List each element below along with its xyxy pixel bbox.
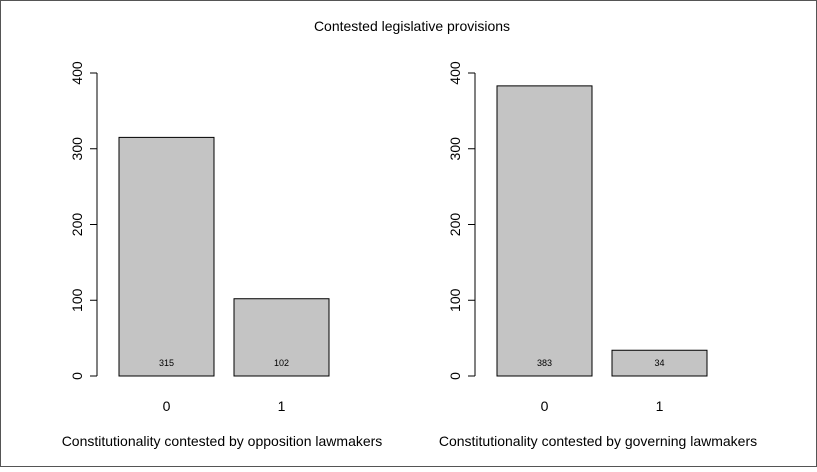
bar <box>118 136 215 377</box>
x-category-label: 1 <box>278 398 286 414</box>
bar <box>233 298 330 377</box>
y-tick-label: 200 <box>447 213 463 237</box>
y-tick-label: 400 <box>447 61 463 85</box>
y-tick-label: 0 <box>69 372 85 380</box>
x-category-label: 0 <box>163 398 171 414</box>
y-tick-label: 200 <box>69 213 85 237</box>
x-category-label: 0 <box>541 398 549 414</box>
x-axis-label: Constitutionality contested by oppositio… <box>62 433 383 449</box>
y-tick-label: 100 <box>69 288 85 312</box>
chart-panel-2: 0 100 200 300 400 383 0 34 1 Constitutionality co… <box>439 61 757 449</box>
x-axis-label: Constitutionality contested by governing… <box>439 433 757 449</box>
x-category-label: 1 <box>656 398 664 414</box>
y-tick-label: 100 <box>447 288 463 312</box>
bar-value-label: 102 <box>274 358 289 368</box>
bar-value-label: 315 <box>159 358 174 368</box>
y-tick-label: 0 <box>447 372 463 380</box>
y-tick-label: 300 <box>69 137 85 161</box>
y-tick-label: 300 <box>447 137 463 161</box>
bar-value-label: 383 <box>537 358 552 368</box>
bar <box>611 349 708 377</box>
bar-value-label: 34 <box>654 358 664 368</box>
bar <box>496 85 593 377</box>
chart-panel-1: 0 100 200 300 400 315 0 102 1 Constitutionality c… <box>62 61 383 449</box>
y-tick-label: 400 <box>69 61 85 85</box>
figure-title: Contested legislative provisions <box>314 18 510 34</box>
